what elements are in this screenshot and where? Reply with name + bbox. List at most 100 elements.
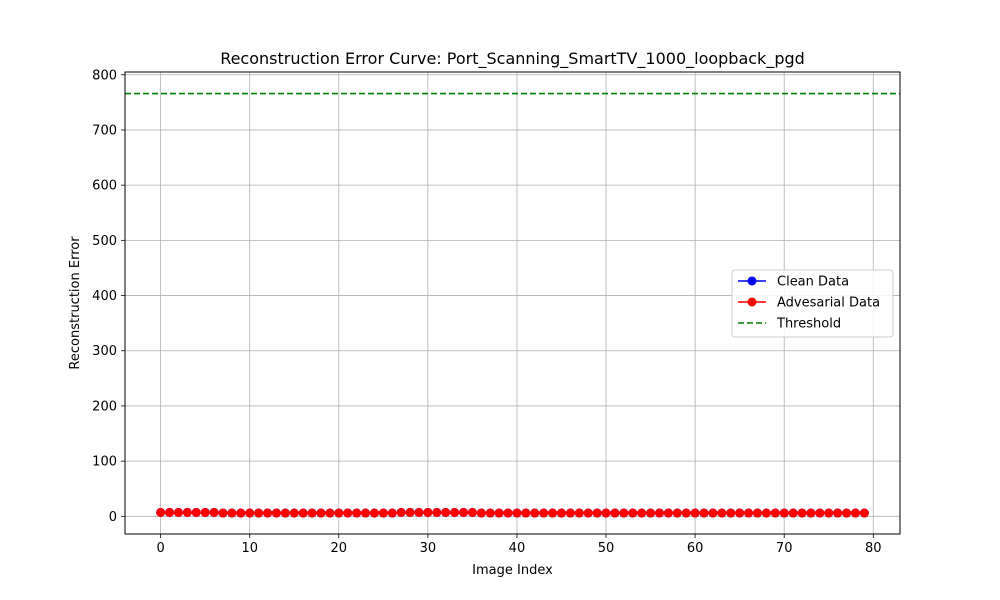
data-point xyxy=(227,508,237,518)
data-point xyxy=(512,508,522,518)
y-axis-label: Reconstruction Error xyxy=(68,236,83,370)
data-point xyxy=(254,508,264,518)
data-point xyxy=(343,508,353,518)
data-point xyxy=(494,508,504,518)
data-point xyxy=(432,507,442,517)
data-point xyxy=(263,508,273,518)
data-point xyxy=(209,507,219,517)
data-point xyxy=(369,508,379,518)
data-point xyxy=(476,508,486,518)
x-tick-label: 60 xyxy=(687,541,704,556)
data-point xyxy=(574,508,584,518)
legend-label: Clean Data xyxy=(777,275,849,290)
chart-title: Reconstruction Error Curve: Port_Scannin… xyxy=(220,49,805,69)
x-tick-label: 50 xyxy=(598,541,615,556)
data-point xyxy=(628,508,638,518)
data-point xyxy=(788,508,798,518)
data-point xyxy=(833,508,843,518)
data-point xyxy=(182,507,192,517)
data-point xyxy=(637,508,647,518)
data-point xyxy=(503,508,513,518)
data-point xyxy=(859,508,869,518)
y-tick-label: 300 xyxy=(92,344,117,359)
data-point xyxy=(378,508,388,518)
data-point xyxy=(530,508,540,518)
plot-frame xyxy=(124,71,901,535)
data-point xyxy=(690,508,700,518)
data-point xyxy=(770,508,780,518)
legend: Clean Data Advesarial Data Threshold xyxy=(731,269,894,338)
data-point xyxy=(414,507,424,517)
data-point xyxy=(672,508,682,518)
x-tick-label: 10 xyxy=(241,541,258,556)
data-point xyxy=(565,508,575,518)
data-point xyxy=(405,507,415,517)
data-point xyxy=(396,507,406,517)
data-point xyxy=(744,508,754,518)
data-point xyxy=(726,508,736,518)
data-point xyxy=(708,508,718,518)
y-tick-label: 500 xyxy=(92,234,117,249)
y-tick-label: 100 xyxy=(92,455,117,470)
data-point xyxy=(556,508,566,518)
data-point xyxy=(361,508,371,518)
data-point xyxy=(245,508,255,518)
data-point xyxy=(521,508,531,518)
x-tick-label: 30 xyxy=(420,541,437,556)
y-tick-label: 200 xyxy=(92,399,117,414)
data-point xyxy=(459,507,469,517)
data-point xyxy=(752,508,762,518)
data-point xyxy=(681,508,691,518)
data-point xyxy=(797,508,807,518)
legend-marker xyxy=(747,276,757,286)
data-point xyxy=(735,508,745,518)
data-point xyxy=(699,508,709,518)
data-point xyxy=(173,507,183,517)
data-point xyxy=(610,508,620,518)
data-point xyxy=(663,508,673,518)
data-point xyxy=(156,507,166,517)
data-point xyxy=(815,508,825,518)
y-tick-label: 800 xyxy=(92,68,117,83)
data-point xyxy=(307,508,317,518)
data-point xyxy=(218,508,228,518)
data-point xyxy=(592,508,602,518)
y-tick-label: 0 xyxy=(109,510,117,525)
legend-marker xyxy=(747,297,757,307)
data-point xyxy=(485,508,495,518)
ticks: 0 10 20 30 40 50 60 70 8001002003004005006007008… xyxy=(92,68,881,556)
data-point xyxy=(298,508,308,518)
x-tick-label: 80 xyxy=(865,541,882,556)
data-point xyxy=(165,507,175,517)
x-tick-label: 70 xyxy=(776,541,793,556)
data-point xyxy=(779,508,789,518)
data-point xyxy=(583,508,593,518)
x-tick-label: 20 xyxy=(331,541,348,556)
legend-box xyxy=(731,269,894,338)
data-point xyxy=(619,508,629,518)
y-tick-label: 400 xyxy=(92,289,117,304)
data-point xyxy=(271,508,281,518)
data-point xyxy=(601,508,611,518)
data-point xyxy=(548,508,558,518)
data-point xyxy=(352,508,362,518)
data-point xyxy=(806,508,816,518)
x-axis-label: Image Index xyxy=(472,563,553,578)
data-point xyxy=(450,507,460,517)
data-point xyxy=(441,507,451,517)
data-point xyxy=(717,508,727,518)
data-point xyxy=(191,507,201,517)
legend-label: Threshold xyxy=(776,317,841,332)
data-point xyxy=(646,508,656,518)
y-tick-label: 600 xyxy=(92,179,117,194)
data-point xyxy=(316,508,326,518)
legend-label: Advesarial Data xyxy=(777,296,880,311)
series-layer xyxy=(125,92,900,518)
data-point xyxy=(423,507,433,517)
y-tick-label: 700 xyxy=(92,123,117,138)
data-point xyxy=(842,508,852,518)
data-point xyxy=(200,507,210,517)
data-point xyxy=(325,508,335,518)
data-point xyxy=(236,508,246,518)
